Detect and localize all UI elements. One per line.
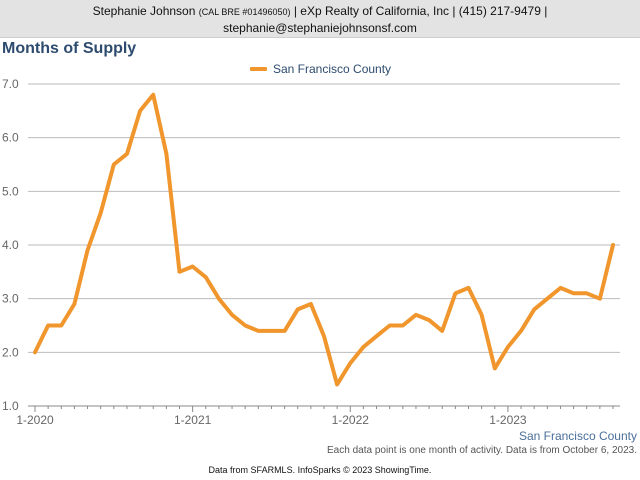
y-tick-label: 3.0 xyxy=(2,292,19,306)
data-point xyxy=(99,211,103,215)
data-credits: Data from SFARMLS. InfoSparks © 2023 Sho… xyxy=(208,465,432,475)
data-point xyxy=(335,383,339,387)
data-point xyxy=(243,324,247,328)
data-point xyxy=(440,329,444,333)
data-point xyxy=(453,291,457,295)
data-point xyxy=(611,243,615,247)
data-point xyxy=(269,329,273,333)
data-point xyxy=(296,307,300,311)
data-point xyxy=(493,366,497,370)
data-point xyxy=(558,286,562,290)
data-point xyxy=(230,313,234,317)
data-point xyxy=(59,324,63,328)
y-tick-label: 4.0 xyxy=(2,238,19,252)
data-point xyxy=(112,163,116,167)
data-point xyxy=(427,318,431,322)
data-point xyxy=(322,334,326,338)
data-point xyxy=(151,93,155,97)
y-tick-label: 7.0 xyxy=(2,77,19,91)
data-point xyxy=(467,286,471,290)
data-point xyxy=(585,291,589,295)
y-tick-label: 5.0 xyxy=(2,184,19,198)
y-tick-label: 1.0 xyxy=(2,399,19,413)
data-point xyxy=(519,329,523,333)
agent-header-line-1: Stephanie Johnson (CAL BRE #01496050) | … xyxy=(0,3,640,20)
data-point xyxy=(72,302,76,306)
data-point xyxy=(414,313,418,317)
data-point xyxy=(191,264,195,268)
data-point xyxy=(217,297,221,301)
data-point xyxy=(256,329,260,333)
data-point xyxy=(532,307,536,311)
data-footnote: Each data point is one month of activity… xyxy=(327,445,637,456)
data-point xyxy=(388,324,392,328)
data-point xyxy=(283,329,287,333)
data-point xyxy=(572,291,576,295)
data-point xyxy=(33,350,37,354)
data-point xyxy=(138,109,142,113)
data-point xyxy=(480,313,484,317)
agent-company-phone: | eXp Realty of California, Inc | (415) … xyxy=(293,4,548,18)
data-point xyxy=(348,361,352,365)
data-point xyxy=(309,302,313,306)
chart-legend: San Francisco County xyxy=(250,62,391,76)
data-point xyxy=(506,345,510,349)
series-line-san-francisco-county xyxy=(33,92,615,387)
y-tick-label: 6.0 xyxy=(2,131,19,145)
agent-license: (CAL BRE #01496050) xyxy=(198,7,291,17)
chart-title: Months of Supply xyxy=(2,40,137,57)
data-point xyxy=(545,297,549,301)
legend-swatch xyxy=(250,67,267,71)
legend-label: San Francisco County xyxy=(273,62,392,76)
data-point xyxy=(164,152,168,156)
x-tick-label: 1-2022 xyxy=(332,413,370,427)
data-point xyxy=(86,248,90,252)
x-tick-label: 1-2023 xyxy=(489,413,527,427)
y-tick-label: 2.0 xyxy=(2,345,19,359)
agent-header-bar: Stephanie Johnson (CAL BRE #01496050) | … xyxy=(0,0,640,38)
series-label: San Francisco County xyxy=(518,429,637,443)
agent-name: Stephanie Johnson xyxy=(92,4,196,18)
agent-email: stephanie@stephaniejohnsonsf.com xyxy=(223,21,417,35)
data-point xyxy=(401,324,405,328)
data-point xyxy=(361,345,365,349)
x-tick-label: 1-2020 xyxy=(16,413,54,427)
data-point xyxy=(598,297,602,301)
data-point xyxy=(46,324,50,328)
x-tick-label: 1-2021 xyxy=(174,413,212,427)
data-point xyxy=(125,152,129,156)
data-point xyxy=(178,270,182,274)
data-point xyxy=(375,334,379,338)
data-point xyxy=(204,275,208,279)
